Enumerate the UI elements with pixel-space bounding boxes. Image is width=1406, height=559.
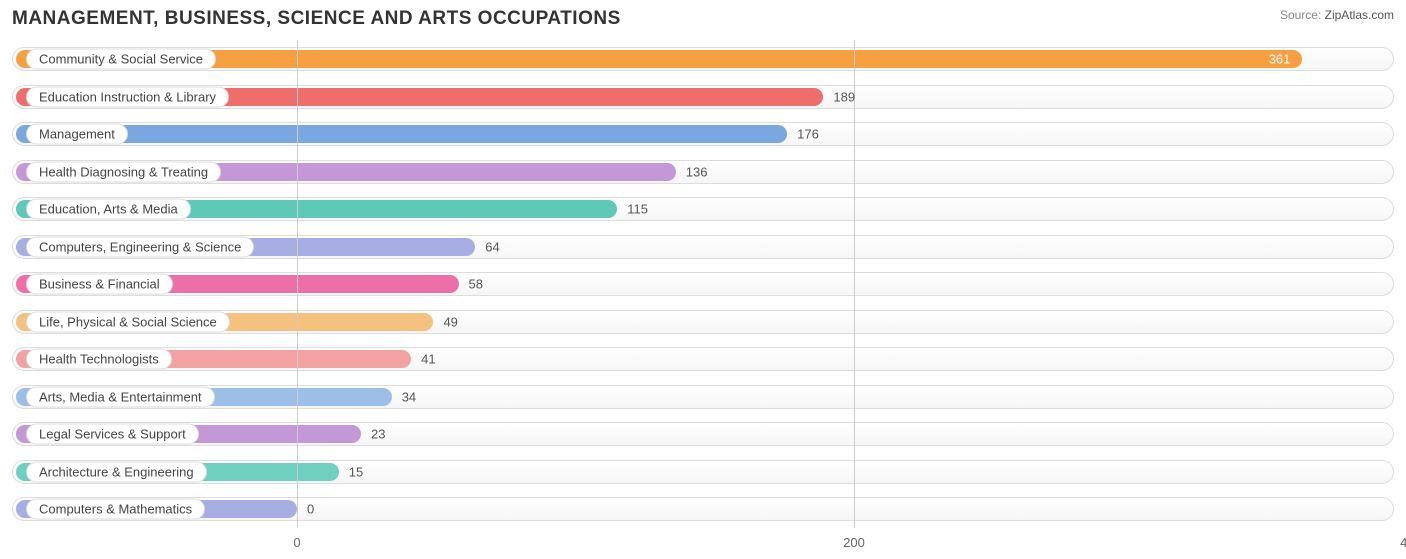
bar-row: Community & Social Service 361 <box>12 44 1394 74</box>
x-tick-label: 0 <box>293 535 300 550</box>
bars-container: Community & Social Service 361 Education I… <box>12 44 1394 524</box>
bar-value-label: 176 <box>797 127 819 142</box>
chart-title: MANAGEMENT, BUSINESS, SCIENCE AND ARTS O… <box>12 8 621 30</box>
bar-row: Business & Financial 58 <box>12 269 1394 299</box>
bar-category-label: Management <box>26 124 128 145</box>
bar-row: Computers & Mathematics 0 <box>12 494 1394 524</box>
gridline <box>297 40 298 528</box>
x-tick-label: 400 <box>1400 535 1406 550</box>
bar-category-label: Health Technologists <box>26 349 172 370</box>
bar-category-label: Life, Physical & Social Science <box>26 311 230 332</box>
chart-area: Community & Social Service 361 Education I… <box>12 40 1394 550</box>
bar-value-label: 15 <box>349 464 363 479</box>
gridline <box>854 40 855 528</box>
bar-category-label: Computers, Engineering & Science <box>26 236 254 257</box>
bar-category-label: Community & Social Service <box>26 49 216 70</box>
bar-row: Education, Arts & Media 115 <box>12 194 1394 224</box>
bar-category-label: Health Diagnosing & Treating <box>26 161 221 182</box>
bar-value-label: 41 <box>421 352 435 367</box>
bar-category-label: Legal Services & Support <box>26 424 199 445</box>
bar-category-label: Business & Financial <box>26 274 173 295</box>
bar-value-label: 34 <box>402 389 416 404</box>
bar-category-label: Education, Arts & Media <box>26 199 191 220</box>
bar-value-label: 189 <box>833 89 855 104</box>
bar-value-label: 23 <box>371 427 385 442</box>
bar-fill <box>16 125 787 143</box>
source-value: ZipAtlas.com <box>1325 8 1394 22</box>
bar-row: Arts, Media & Entertainment 34 <box>12 382 1394 412</box>
bar-row: Health Technologists 41 <box>12 344 1394 374</box>
bar-row: Education Instruction & Library 189 <box>12 82 1394 112</box>
bar-value-label: 49 <box>443 314 457 329</box>
bar-category-label: Computers & Mathematics <box>26 499 205 520</box>
bar-value-label: 64 <box>485 239 499 254</box>
bar-value-label: 361 <box>1269 52 1291 67</box>
bar-row: Health Diagnosing & Treating 136 <box>12 157 1394 187</box>
bar-row: Life, Physical & Social Science 49 <box>12 307 1394 337</box>
bar-row: Computers, Engineering & Science 64 <box>12 232 1394 262</box>
chart-source: Source: ZipAtlas.com <box>1280 8 1394 22</box>
bar-category-label: Arts, Media & Entertainment <box>26 386 215 407</box>
bar-value-label: 58 <box>469 277 483 292</box>
bar-row: Legal Services & Support 23 <box>12 419 1394 449</box>
x-tick-label: 200 <box>843 535 865 550</box>
bar-category-label: Architecture & Engineering <box>26 461 207 482</box>
bar-value-label: 136 <box>686 164 708 179</box>
bar-category-label: Education Instruction & Library <box>26 86 229 107</box>
bar-value-label: 115 <box>627 202 648 217</box>
source-label: Source: <box>1280 8 1321 22</box>
bar-value-label: 0 <box>307 502 314 517</box>
bar-row: Management 176 <box>12 119 1394 149</box>
chart-header: MANAGEMENT, BUSINESS, SCIENCE AND ARTS O… <box>12 8 1394 30</box>
bar-row: Architecture & Engineering 15 <box>12 457 1394 487</box>
